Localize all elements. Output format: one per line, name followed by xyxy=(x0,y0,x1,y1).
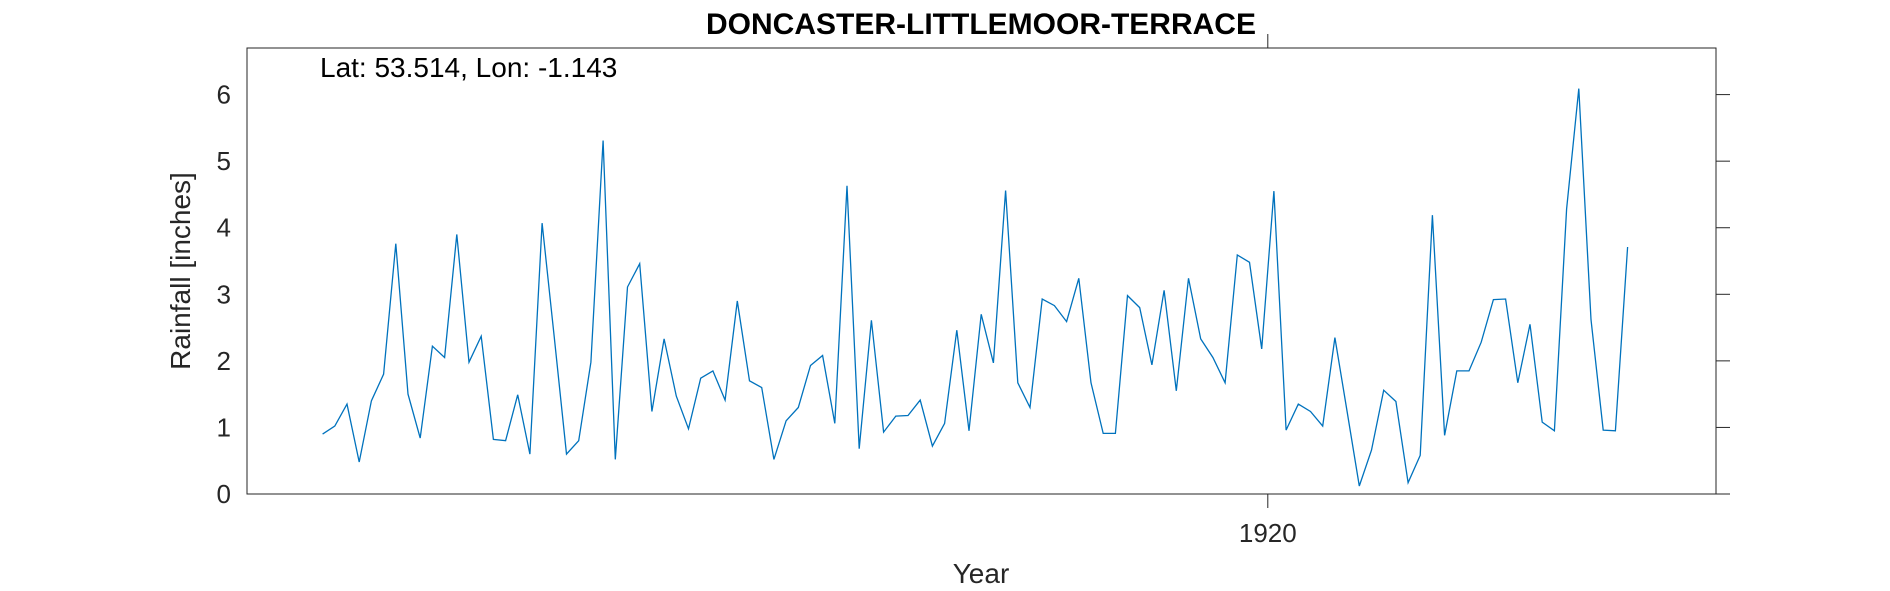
rainfall-series-line xyxy=(322,88,1629,487)
y-tick-label: 1 xyxy=(217,412,231,442)
x-axis-label: Year xyxy=(953,558,1010,589)
plot-axes xyxy=(246,47,1717,495)
x-tick-labels: 1920 xyxy=(1239,518,1297,548)
y-tick-label: 6 xyxy=(217,80,231,110)
y-tick-label: 0 xyxy=(217,479,231,509)
y-axis-label: Rainfall [inches] xyxy=(165,172,196,370)
axis-ticks xyxy=(1267,34,1730,508)
y-tick-label: 3 xyxy=(217,279,231,309)
y-tick-label: 2 xyxy=(217,346,231,376)
series-layer xyxy=(322,88,1629,487)
y-tick-label: 5 xyxy=(217,146,231,176)
x-tick-label: 1920 xyxy=(1239,518,1297,548)
chart-title: DONCASTER-LITTLEMOOR-TERRACE xyxy=(706,8,1256,41)
plot-area-frame xyxy=(246,47,1717,495)
location-annotation: Lat: 53.514, Lon: -1.143 xyxy=(320,52,617,83)
y-tick-labels: 0 1 2 3 4 5 6 xyxy=(217,80,231,509)
y-tick-label: 4 xyxy=(217,213,231,243)
